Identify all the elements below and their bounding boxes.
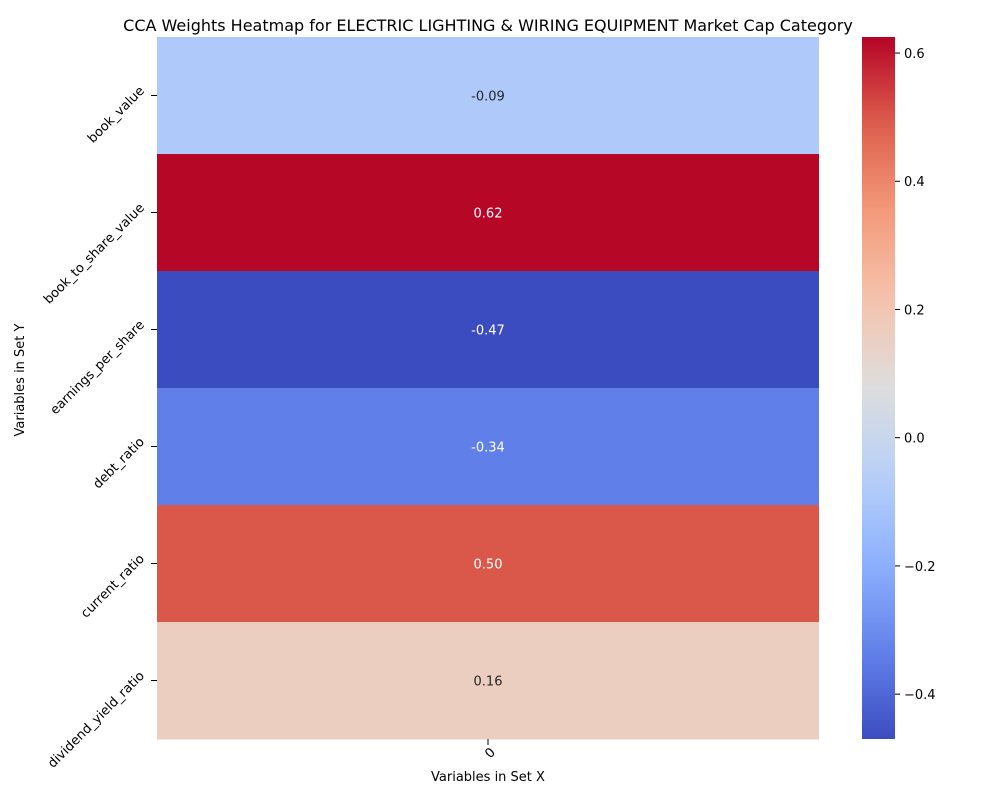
colorbar-ticks: 0.6 0.4 0.2 0.0 −0.2 −0.4 [895, 47, 936, 703]
cell-value-label: -0.47 [471, 324, 505, 339]
heatmap-cell [157, 505, 819, 623]
y-tick-label: earnings_per_share [48, 318, 148, 418]
colorbar-tick-label: 0.0 [904, 432, 925, 447]
cell-value-label: 0.50 [474, 558, 503, 573]
heatmap-cell [157, 154, 819, 272]
heatmap-cells [157, 37, 819, 740]
cell-value-labels: -0.09 0.62 -0.47 -0.34 0.50 0.16 [471, 90, 505, 690]
x-axis: 0 [482, 739, 499, 762]
heatmap-cell [157, 622, 819, 740]
colorbar-tick-label: −0.4 [904, 688, 936, 703]
colorbar-tick-label: 0.4 [904, 175, 925, 190]
y-tick-label: current_ratio [78, 552, 148, 622]
colorbar-tick-label: 0.2 [904, 303, 925, 318]
y-tick-label: debt_ratio [90, 435, 147, 492]
colorbar [862, 37, 895, 739]
cell-value-label: 0.16 [474, 675, 503, 690]
heatmap-cell [157, 388, 819, 506]
x-tick-label: 0 [482, 745, 498, 761]
y-tick-label: book_to_share_value [41, 201, 148, 308]
cell-value-label: -0.34 [471, 441, 505, 456]
y-axis-label: Variables in Set Y [13, 323, 28, 436]
y-tick-label: book_value [85, 84, 148, 147]
y-tick-label: dividend_yield_ratio [45, 669, 148, 772]
heatmap-cell [157, 271, 819, 389]
heatmap-cell [157, 37, 819, 155]
colorbar-tick-label: 0.6 [904, 47, 925, 62]
y-axis: book_value book_to_share_valueearnings_pe… [41, 84, 157, 772]
chart-title: CCA Weights Heatmap for ELECTRIC LIGHTIN… [123, 16, 853, 35]
cell-value-label: -0.09 [471, 90, 505, 105]
cell-value-label: 0.62 [474, 207, 503, 222]
colorbar-tick-label: −0.2 [904, 560, 936, 575]
x-axis-label: Variables in Set X [431, 770, 545, 785]
